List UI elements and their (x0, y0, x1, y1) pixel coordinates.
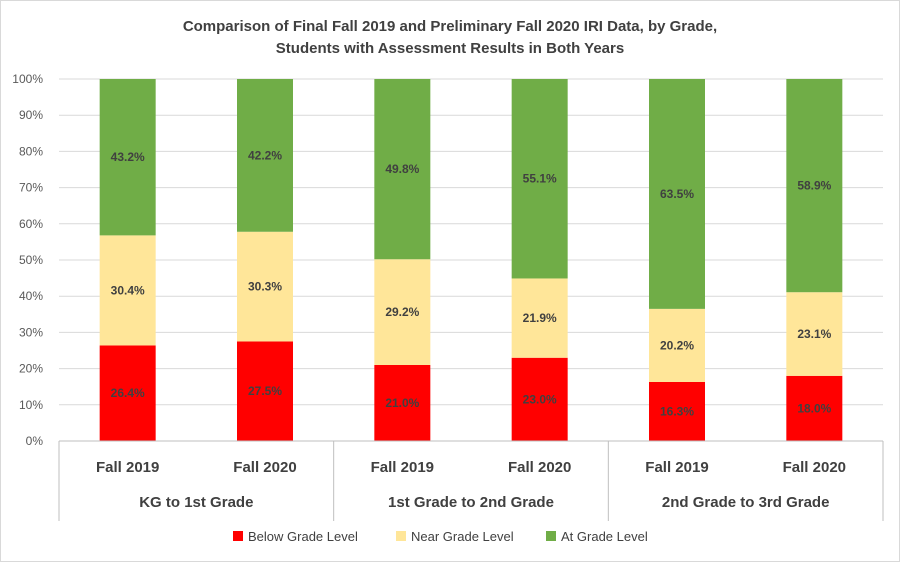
data-label: 30.4% (111, 283, 145, 297)
data-label: 27.5% (248, 384, 282, 398)
chart-title-line-2: Students with Assessment Results in Both… (276, 40, 624, 57)
bar-segment-near-grade-level (786, 292, 843, 376)
bar-segment-at-grade-level (237, 79, 293, 232)
data-label: 49.8% (385, 162, 419, 176)
data-label: 29.2% (385, 305, 419, 319)
group-label: 2nd Grade to 3rd Grade (662, 494, 830, 511)
y-tick-label: 70% (19, 181, 43, 195)
data-label: 20.2% (660, 338, 694, 352)
y-tick-label: 100% (12, 72, 43, 86)
legend-swatch (396, 531, 406, 541)
chart-title-line-1: Comparison of Final Fall 2019 and Prelim… (183, 18, 717, 35)
x-tick-label: Fall 2020 (233, 459, 296, 476)
x-tick-label: Fall 2019 (645, 459, 708, 476)
bar-segment-near-grade-level (99, 235, 156, 346)
data-label: 23.0% (523, 392, 557, 406)
bar-segment-at-grade-level (99, 79, 156, 236)
bar-segment-at-grade-level (374, 79, 431, 260)
bar-segment-below-grade-level (374, 364, 431, 441)
data-label: 18.0% (797, 401, 831, 415)
legend-swatch (546, 531, 556, 541)
y-tick-label: 90% (19, 108, 43, 122)
bar-segment-near-grade-level (374, 259, 431, 365)
data-label: 30.3% (248, 280, 282, 294)
bar-segment-near-grade-level (649, 308, 705, 382)
data-label: 58.9% (797, 179, 831, 193)
bar-segment-at-grade-level (649, 79, 705, 309)
y-tick-label: 80% (19, 144, 43, 158)
y-tick-label: 30% (19, 325, 43, 339)
y-tick-label: 10% (19, 398, 43, 412)
data-label: 63.5% (660, 187, 694, 201)
data-label: 21.9% (523, 311, 557, 325)
legend-swatch (233, 531, 243, 541)
data-label: 55.1% (523, 172, 557, 186)
bar-segment-below-grade-level (237, 341, 293, 441)
legend-label: At Grade Level (561, 529, 648, 544)
y-tick-label: 0% (26, 434, 44, 448)
bar-segment-at-grade-level (786, 79, 843, 293)
group-label: KG to 1st Grade (139, 494, 253, 511)
data-label: 23.1% (797, 327, 831, 341)
bar-segment-at-grade-level (511, 79, 568, 279)
y-tick-label: 40% (19, 289, 43, 303)
x-tick-label: Fall 2020 (508, 459, 571, 476)
x-tick-label: Fall 2019 (96, 459, 159, 476)
x-tick-label: Fall 2019 (371, 459, 434, 476)
y-tick-label: 60% (19, 217, 43, 231)
group-label: 1st Grade to 2nd Grade (388, 494, 554, 511)
bar-segment-below-grade-level (649, 381, 705, 441)
y-tick-label: 50% (19, 253, 43, 267)
bar-segment-below-grade-level (786, 375, 843, 441)
bar-segment-below-grade-level (99, 345, 156, 441)
data-label: 21.0% (385, 396, 419, 410)
bar-segment-near-grade-level (237, 231, 293, 342)
bar-segment-near-grade-level (511, 278, 568, 358)
bar-segment-below-grade-level (511, 357, 568, 441)
data-label: 26.4% (111, 386, 145, 400)
legend-label: Near Grade Level (411, 529, 514, 544)
legend-label: Below Grade Level (248, 529, 358, 544)
y-tick-label: 20% (19, 362, 43, 376)
data-label: 43.2% (111, 150, 145, 164)
data-label: 16.3% (660, 404, 694, 418)
x-tick-label: Fall 2020 (783, 459, 846, 476)
data-label: 42.2% (248, 148, 282, 162)
